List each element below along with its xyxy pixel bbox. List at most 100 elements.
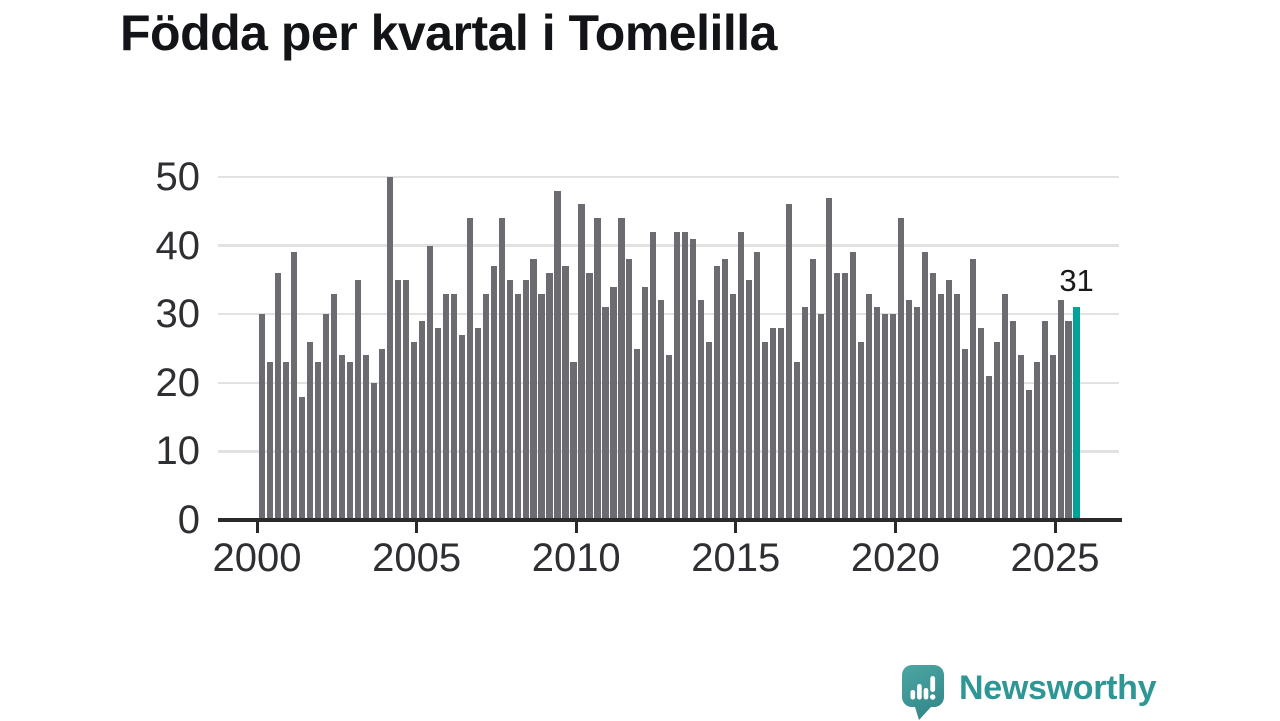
bar — [945, 279, 952, 520]
bar — [522, 279, 529, 520]
bar — [969, 259, 976, 520]
x-tick-label-2020: 2020 — [850, 536, 940, 580]
bar — [266, 362, 274, 520]
bar — [578, 204, 585, 520]
highlight-value-label: 31 — [1059, 263, 1094, 299]
bar — [929, 273, 936, 520]
bar — [346, 362, 354, 520]
bar — [330, 293, 338, 520]
x-tick-2005 — [415, 521, 419, 533]
bar — [354, 279, 361, 520]
y-tick-label-10: 10 — [155, 429, 201, 474]
bar — [937, 293, 944, 520]
bar — [362, 355, 369, 520]
bar — [298, 396, 306, 520]
bar — [322, 314, 330, 520]
bar — [259, 314, 266, 520]
bar — [386, 177, 393, 520]
y-tick-label-0: 0 — [177, 498, 200, 542]
bar — [905, 300, 912, 520]
x-tick-2015 — [734, 521, 738, 533]
bar — [786, 204, 793, 520]
bar — [993, 341, 1000, 520]
bar — [466, 218, 473, 520]
newsworthy-speech-bubble-chart-icon — [902, 665, 944, 720]
bar — [690, 238, 697, 520]
bar — [793, 362, 801, 520]
bar — [314, 362, 322, 520]
bar — [1001, 293, 1008, 520]
bar — [538, 293, 545, 520]
bar — [282, 362, 290, 520]
gridline-y-30 — [218, 313, 1119, 316]
bar — [546, 273, 553, 520]
bar — [722, 259, 729, 520]
y-tick-label-30: 30 — [155, 292, 201, 337]
bar — [442, 293, 449, 520]
bar — [1049, 355, 1056, 520]
bar — [841, 273, 849, 520]
x-tick-2025 — [1053, 521, 1057, 533]
bar — [674, 231, 681, 520]
bar — [418, 321, 425, 520]
bar — [897, 218, 904, 520]
x-tick-label-2000: 2000 — [212, 536, 302, 580]
bar — [642, 286, 649, 520]
bar — [506, 279, 513, 520]
bar — [1041, 321, 1048, 520]
bar — [698, 300, 705, 520]
bar — [849, 252, 857, 520]
chart-title: Födda per kvartal i Tomelilla — [120, 5, 777, 61]
bar — [586, 273, 593, 520]
gridline-y-40 — [218, 244, 1119, 247]
x-tick-label-2015: 2015 — [691, 536, 781, 580]
bar — [873, 307, 881, 520]
bar — [817, 314, 825, 520]
bar — [881, 314, 889, 520]
newsworthy-logo: Newsworthy — [901, 664, 1157, 721]
bar — [658, 300, 665, 520]
bar — [730, 293, 737, 520]
bar — [770, 327, 777, 520]
bar — [778, 327, 785, 520]
bar — [426, 245, 433, 520]
bar — [458, 334, 465, 520]
bar — [490, 266, 497, 520]
bar — [921, 252, 928, 520]
bar — [706, 341, 713, 520]
bar — [370, 382, 377, 520]
bar — [762, 341, 769, 520]
bar — [594, 218, 601, 520]
bar-highlight-2025-Q3 — [1073, 307, 1080, 520]
x-tick-2020 — [893, 521, 897, 533]
bar — [913, 307, 920, 520]
bar — [474, 327, 481, 520]
bar — [825, 197, 833, 520]
bar — [514, 293, 521, 520]
bar — [402, 279, 409, 520]
bar — [570, 362, 577, 520]
bar — [1009, 321, 1016, 520]
bar — [338, 355, 346, 520]
bar — [961, 348, 968, 520]
y-tick-label-20: 20 — [155, 360, 201, 405]
y-tick-label-50: 50 — [155, 155, 201, 199]
bar — [857, 341, 865, 520]
bar — [394, 279, 401, 520]
bar — [306, 341, 314, 520]
bar — [434, 327, 441, 520]
bar — [450, 293, 457, 520]
bar — [482, 293, 489, 520]
bar — [602, 307, 609, 520]
bar — [530, 259, 537, 520]
bar — [977, 327, 984, 520]
x-tick-label-2005: 2005 — [372, 536, 462, 580]
bar — [714, 266, 721, 520]
bar — [746, 279, 753, 520]
bar — [809, 259, 817, 520]
gridline-y-50 — [218, 175, 1119, 179]
bar — [410, 341, 417, 520]
bar — [754, 252, 761, 520]
